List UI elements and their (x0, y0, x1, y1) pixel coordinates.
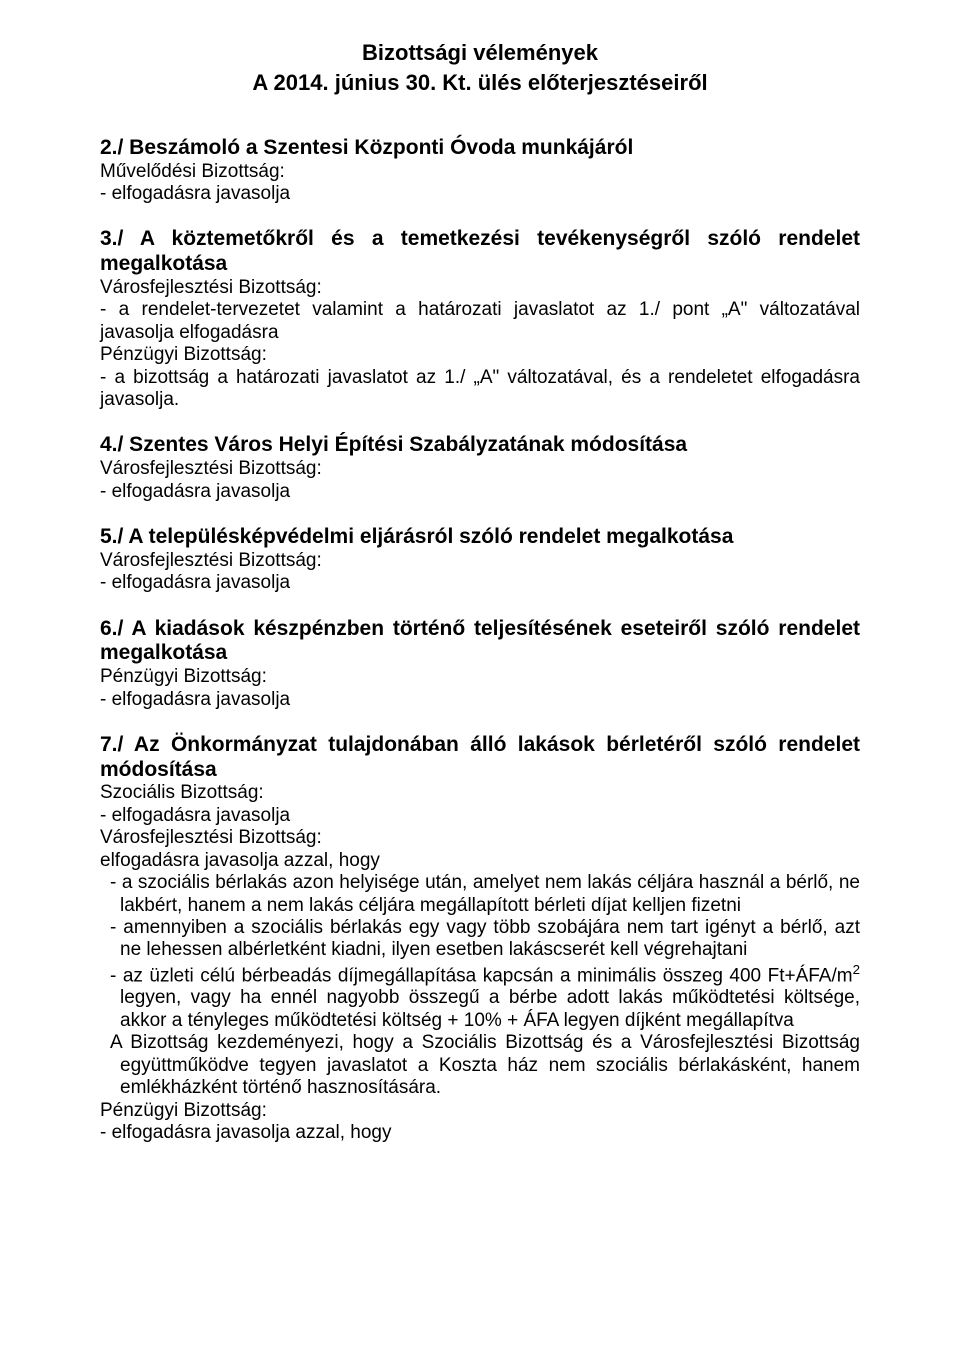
committee-label: Pénzügyi Bizottság: (100, 1100, 860, 1122)
bullet-text: - az üzleti célú bérbeadás díjmegállapít… (110, 965, 853, 986)
section-7: 7./ Az Önkormányzat tulajdonában álló la… (100, 733, 860, 1144)
opinion-line: - elfogadásra javasolja azzal, hogy (100, 1122, 860, 1144)
section-heading: 3./ A köztemetőkről és a temetkezési tev… (100, 227, 860, 277)
opinion-bullet: - az üzleti célú bérbeadás díjmegállapít… (100, 962, 860, 1033)
opinion-line: - elfogadásra javasolja (100, 183, 860, 205)
committee-label: Művelődési Bizottság: (100, 161, 860, 183)
bullet-text: legyen, vagy ha ennél nagyobb összegű a … (120, 987, 860, 1030)
committee-label: Városfejlesztési Bizottság: (100, 277, 860, 299)
opinion-line: - a bizottság a határozati javaslatot az… (100, 367, 860, 412)
opinion-line: - elfogadásra javasolja (100, 689, 860, 711)
superscript: 2 (853, 962, 860, 977)
section-2: 2./ Beszámoló a Szentesi Központi Óvoda … (100, 136, 860, 206)
opinion-line: elfogadásra javasolja azzal, hogy (100, 850, 860, 872)
committee-label: Városfejlesztési Bizottság: (100, 550, 860, 572)
section-heading: 2./ Beszámoló a Szentesi Központi Óvoda … (100, 136, 860, 161)
section-3: 3./ A köztemetőkről és a temetkezési tev… (100, 227, 860, 411)
section-heading: 4./ Szentes Város Helyi Építési Szabályz… (100, 433, 860, 458)
opinion-bullet: - a szociális bérlakás azon helyisége ut… (100, 872, 860, 917)
committee-label: Városfejlesztési Bizottság: (100, 458, 860, 480)
opinion-bullet: A Bizottság kezdeményezi, hogy a Szociál… (100, 1032, 860, 1099)
section-heading: 6./ A kiadások készpénzben történő telje… (100, 617, 860, 667)
opinion-line: - a rendelet-tervezetet valamint a határ… (100, 299, 860, 344)
document-subtitle: A 2014. június 30. Kt. ülés előterjeszté… (100, 70, 860, 96)
section-4: 4./ Szentes Város Helyi Építési Szabályz… (100, 433, 860, 503)
opinion-line: - elfogadásra javasolja (100, 572, 860, 594)
committee-label: Városfejlesztési Bizottság: (100, 827, 860, 849)
section-5: 5./ A településképvédelmi eljárásról szó… (100, 525, 860, 595)
committee-label: Szociális Bizottság: (100, 782, 860, 804)
document-title: Bizottsági vélemények (100, 40, 860, 66)
page: Bizottsági vélemények A 2014. június 30.… (0, 0, 960, 1371)
opinion-bullet: - amennyiben a szociális bérlakás egy va… (100, 917, 860, 962)
section-heading: 7./ Az Önkormányzat tulajdonában álló la… (100, 733, 860, 783)
committee-label: Pénzügyi Bizottság: (100, 666, 860, 688)
committee-label: Pénzügyi Bizottság: (100, 344, 860, 366)
section-heading: 5./ A településképvédelmi eljárásról szó… (100, 525, 860, 550)
opinion-line: - elfogadásra javasolja (100, 481, 860, 503)
opinion-line: - elfogadásra javasolja (100, 805, 860, 827)
section-6: 6./ A kiadások készpénzben történő telje… (100, 617, 860, 711)
